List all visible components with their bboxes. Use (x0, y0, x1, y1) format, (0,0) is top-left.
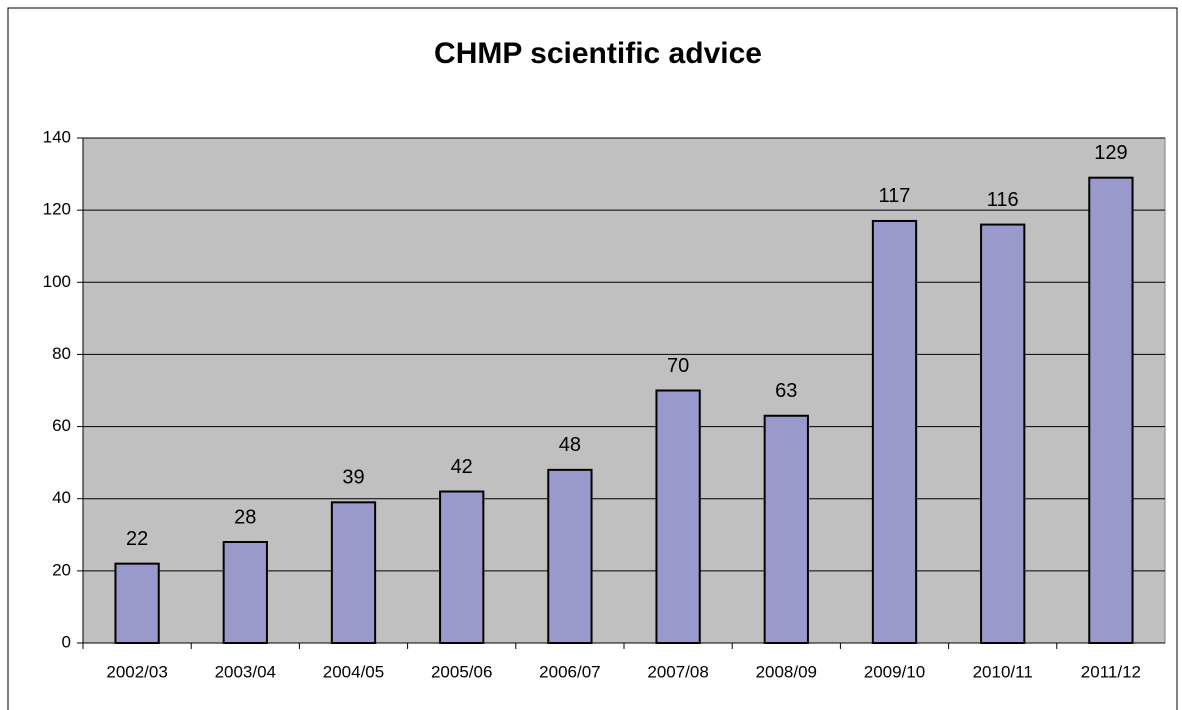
bar (655, 389, 701, 644)
y-tick-label: 60 (52, 416, 71, 435)
bar (547, 468, 593, 644)
x-tick-label: 2011/12 (1081, 662, 1141, 681)
x-tick-label: 2004/05 (323, 662, 384, 681)
x-tick-label: 2008/09 (756, 662, 817, 681)
x-tick-label: 2006/07 (539, 662, 600, 681)
x-tick-label: 2009/10 (864, 662, 925, 681)
bar (222, 541, 268, 644)
x-tick-label: 2005/06 (431, 662, 492, 681)
value-label: 28 (234, 506, 256, 528)
bar (330, 501, 377, 645)
value-label: 129 (1094, 142, 1127, 164)
value-label: 63 (775, 380, 797, 402)
bar (1088, 176, 1134, 645)
y-tick-label: 40 (52, 488, 71, 507)
bar (980, 223, 1026, 644)
bar (763, 414, 809, 644)
x-tick-label: 2003/04 (215, 662, 276, 681)
value-label: 48 (559, 434, 581, 456)
y-tick-label: 0 (62, 632, 71, 651)
y-tick-label: 120 (43, 200, 71, 219)
value-label: 42 (451, 456, 473, 478)
y-tick-label: 80 (52, 344, 71, 363)
x-tick-label: 2010/11 (973, 662, 1033, 681)
bar (439, 490, 485, 644)
value-label: 22 (126, 528, 148, 550)
y-tick-label: 140 (43, 127, 71, 146)
value-label: 39 (342, 467, 364, 489)
x-tick-label: 2007/08 (647, 662, 708, 681)
x-tick-label: 2002/03 (106, 662, 167, 681)
value-label: 117 (879, 185, 911, 207)
value-label: 70 (667, 355, 689, 377)
y-tick-label: 100 (43, 272, 71, 291)
bar (114, 562, 160, 645)
y-tick-label: 20 (52, 560, 71, 579)
chart-title: CHMP scientific advice (434, 37, 762, 70)
value-label: 116 (987, 189, 1019, 211)
bar (871, 219, 918, 644)
